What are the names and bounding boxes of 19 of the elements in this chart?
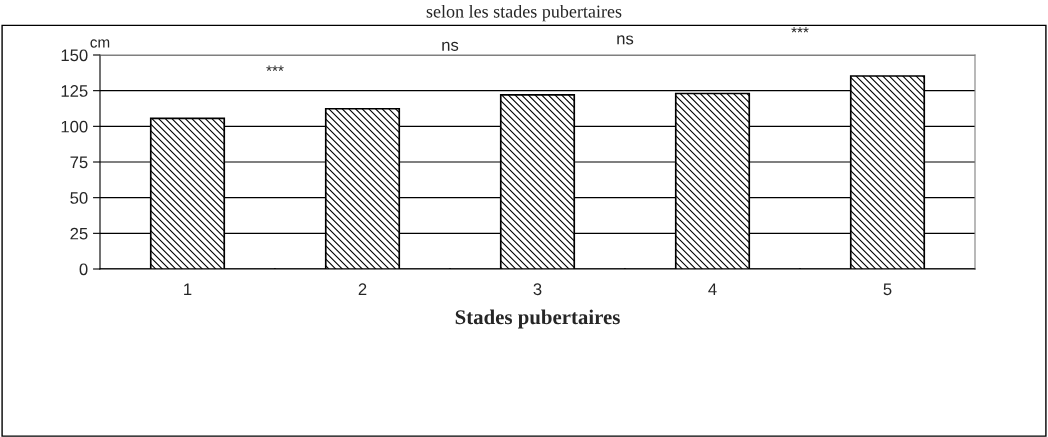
- text: ***: [791, 27, 809, 33]
- y-tick-label: 50: [70, 192, 88, 204]
- y-tick-label: 125: [61, 85, 88, 97]
- y-axis-title: cm: [90, 39, 110, 48]
- y-tick-label: 100: [61, 120, 88, 133]
- y-tick-label: 150: [61, 49, 88, 62]
- text: ns: [617, 35, 634, 45]
- x-tick-label: 5: [883, 283, 892, 296]
- y-tick-label: 25: [70, 227, 88, 240]
- y-tick-label: 75: [70, 156, 88, 169]
- x-tick-label: 3: [533, 283, 542, 296]
- y-tick-label: 0: [79, 263, 88, 276]
- x-tick-label: 1: [184, 283, 192, 295]
- x-tick-label: 2: [358, 283, 367, 295]
- x-axis-title: Stades pubertaires: [455, 309, 620, 329]
- chart-title: selon les stades pubertaires: [426, 4, 622, 22]
- annotation: ***: [266, 65, 284, 71]
- x-tick-label: 4: [708, 283, 717, 295]
- text: ns: [442, 41, 459, 51]
